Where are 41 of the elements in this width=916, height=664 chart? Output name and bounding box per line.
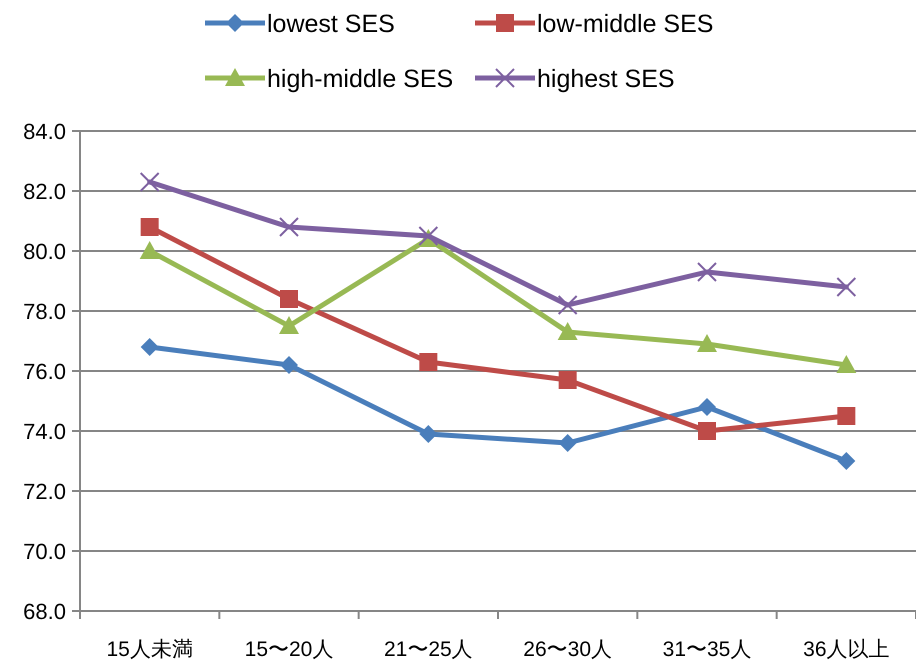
point <box>279 217 299 237</box>
point <box>140 241 160 259</box>
x-tick-label: 31〜35人 <box>662 638 752 661</box>
legend-label: lowest SES <box>267 10 395 38</box>
x-tick-label: 15人未満 <box>106 638 193 661</box>
x-tick-label: 36人以上 <box>803 638 890 661</box>
point <box>140 218 159 236</box>
point <box>697 334 717 352</box>
x-tick-label: 21〜25人 <box>384 638 473 661</box>
point <box>279 316 299 334</box>
point <box>698 398 716 416</box>
y-tick-label: 78.0 <box>23 299 66 324</box>
point <box>836 355 856 373</box>
point <box>698 422 716 440</box>
point <box>558 322 578 340</box>
y-tick-label: 80.0 <box>23 239 66 264</box>
point <box>558 434 577 452</box>
legend-label: low-middle SES <box>537 10 714 38</box>
point <box>558 371 577 389</box>
y-tick-label: 74.0 <box>23 419 66 444</box>
point <box>280 290 298 308</box>
legend-label: highest SES <box>537 65 675 93</box>
y-tick-label: 72.0 <box>23 479 66 504</box>
y-tick-label: 76.0 <box>23 359 66 384</box>
point <box>837 452 856 470</box>
point <box>697 262 717 282</box>
legend-label: high-middle SES <box>267 65 454 93</box>
point <box>140 338 159 356</box>
y-tick-label: 70.0 <box>23 539 66 564</box>
point <box>837 407 856 425</box>
y-tick-label: 68.0 <box>23 599 66 624</box>
point <box>280 356 298 374</box>
point <box>836 277 856 297</box>
y-tick-label: 82.0 <box>23 179 66 204</box>
point <box>140 172 160 192</box>
point <box>419 353 438 371</box>
y-tick-label: 84.0 <box>23 119 66 144</box>
point <box>419 425 438 443</box>
point <box>558 295 578 315</box>
x-tick-label: 26〜30人 <box>523 638 612 661</box>
x-tick-label: 15〜20人 <box>244 638 334 661</box>
